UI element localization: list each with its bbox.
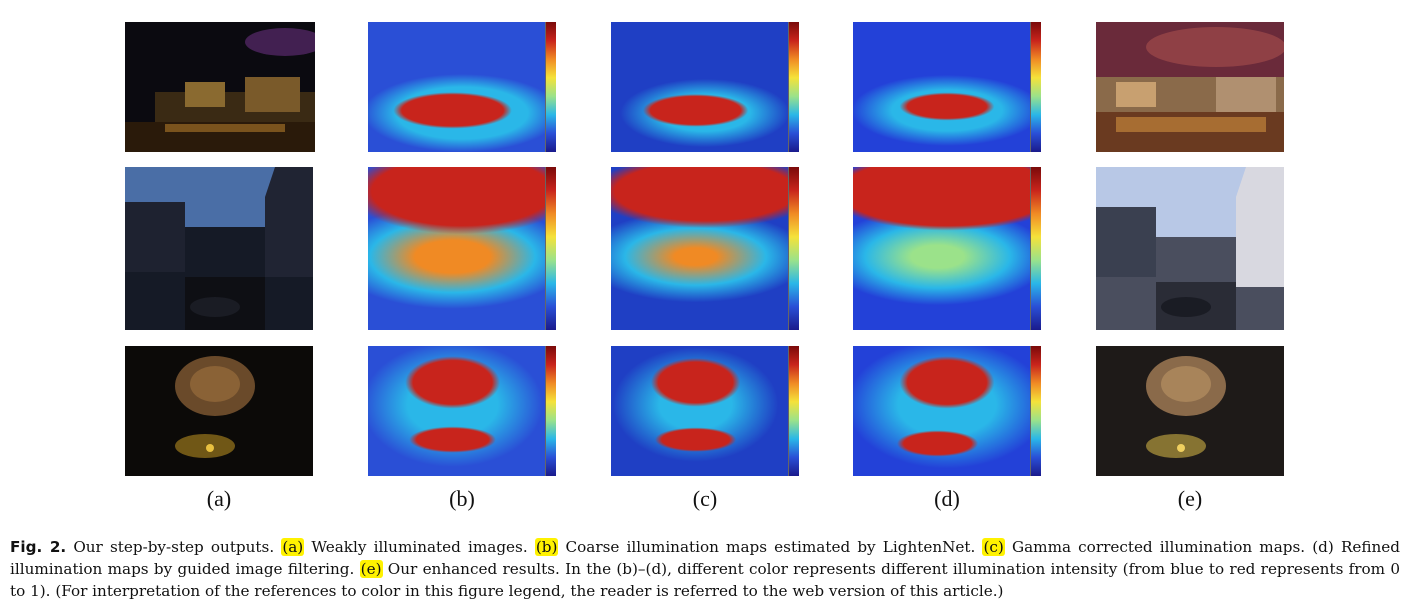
map-d-row2 (853, 167, 1041, 330)
caption-ref-c[interactable]: (c) (982, 538, 1005, 556)
image-a-row3-rock-lamp (125, 346, 313, 476)
caption-text-e: Our enhanced results. In the (b)–(d), di… (10, 560, 1401, 600)
map-c-row3 (611, 346, 799, 476)
column-label-a: (a) (206, 486, 232, 511)
colorbar (788, 346, 799, 476)
caption-text-c: Gamma corrected illumination maps. (d) R… (10, 538, 1401, 578)
figure-number: Fig. 2. (10, 538, 67, 556)
colorbar (1030, 167, 1041, 330)
caption-intro: Our step-by-step outputs. (73, 538, 275, 556)
colorbar (1030, 22, 1041, 152)
colorbar (545, 346, 556, 476)
column-label-c: (c) (692, 486, 718, 511)
colorbar (545, 167, 556, 330)
image-e-row1-enhanced-venice (1096, 22, 1284, 152)
caption-ref-e[interactable]: (e) (359, 560, 383, 578)
caption-ref-a[interactable]: (a) (281, 538, 305, 556)
figure-caption: Fig. 2. Our step-by-step outputs. (a) We… (10, 536, 1400, 602)
caption-text-a: Weakly illuminated images. (311, 538, 528, 556)
image-e-row2-enhanced-street (1096, 167, 1284, 330)
column-label-e: (e) (1177, 486, 1203, 511)
colorbar (1030, 346, 1041, 476)
map-d-row3 (853, 346, 1041, 476)
colorbar (545, 22, 556, 152)
image-a-row2-street (125, 167, 313, 330)
map-d-row1 (853, 22, 1041, 152)
caption-text-b: Coarse illumination maps estimated by Li… (565, 538, 976, 556)
colorbar (788, 167, 799, 330)
map-b-row1 (368, 22, 556, 152)
caption-ref-b[interactable]: (b) (534, 538, 559, 556)
figure-grid: (a) (b) (c) (d) (e) (125, 22, 1284, 511)
column-label-b: (b) (449, 486, 475, 511)
map-b-row2 (368, 167, 556, 330)
column-label-d: (d) (934, 486, 960, 511)
map-c-row1 (611, 22, 799, 152)
colorbar (788, 22, 799, 152)
map-b-row3 (368, 346, 556, 476)
image-a-row1-night-venice (125, 22, 315, 152)
map-c-row2 (611, 167, 799, 330)
image-e-row3-enhanced-rock-lamp (1096, 346, 1284, 476)
